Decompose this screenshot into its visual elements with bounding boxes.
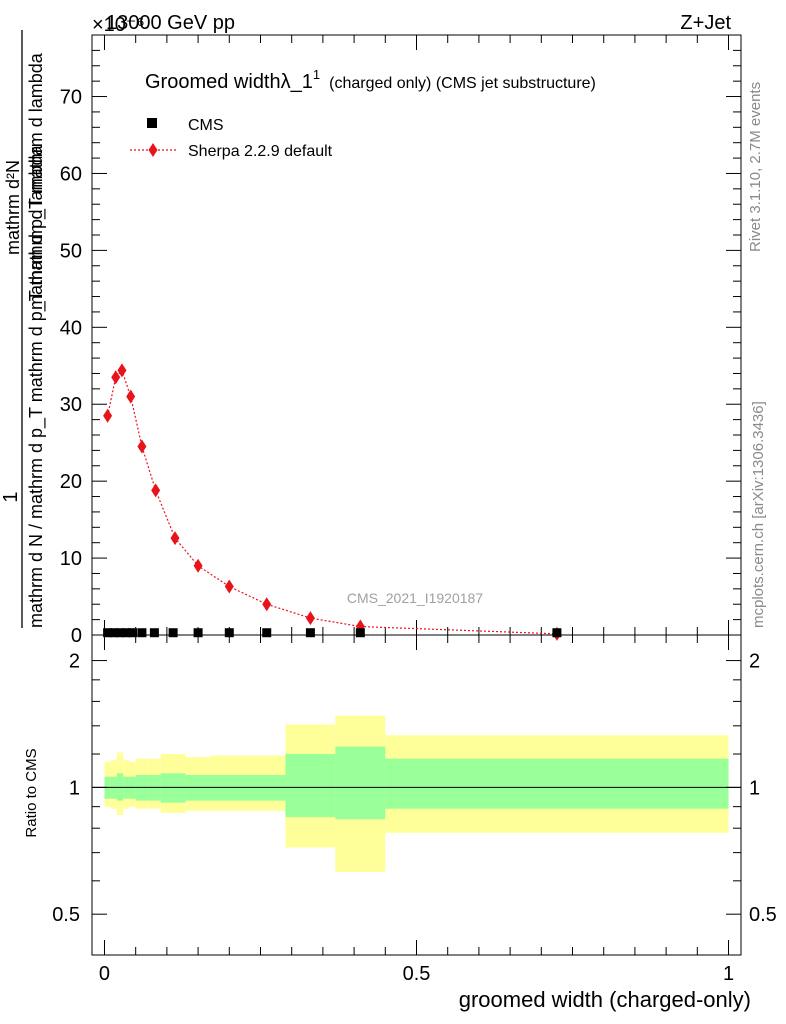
main-ytick-label: 50 <box>60 240 82 262</box>
legend-sherpa-marker <box>148 143 158 157</box>
sherpa-point <box>137 439 147 454</box>
cms-point <box>193 628 203 638</box>
main-ytick-label: 30 <box>60 394 82 416</box>
rivet-label: Rivet 3.1.10, 2.7M events <box>747 82 764 252</box>
sherpa-point <box>224 579 234 594</box>
cms-point <box>137 628 147 638</box>
sherpa-point <box>262 597 272 612</box>
ratio-plot-panel: 0.5 0.5 1 1 2 2 0 0.5 1 <box>52 634 777 985</box>
sherpa-point <box>126 389 136 404</box>
ratio-band-inner <box>385 758 729 809</box>
main-plot-panel: Groomed widthλ_11 (charged only) (CMS jet… <box>60 34 742 647</box>
main-ytick-label: 0 <box>71 625 82 647</box>
exponent-label: ×10⁻⁶ <box>92 14 145 36</box>
cms-point <box>168 628 178 638</box>
cms-point <box>552 628 562 638</box>
ylabel-top: mathrm d²N <box>3 160 23 255</box>
legend: CMS Sherpa 2.2.9 default <box>130 117 333 160</box>
ratio-ytick-label: 0.5 <box>52 904 80 926</box>
process-label: Z+Jet <box>680 12 731 34</box>
sherpa-point <box>305 611 315 626</box>
ratio-xtick-label: 0 <box>99 963 110 985</box>
sherpa-line <box>107 369 557 635</box>
cms-point <box>305 628 315 638</box>
ratio-ytick-label-right: 1 <box>749 777 760 799</box>
title-rest: (charged only) (CMS jet substructure) <box>329 75 596 92</box>
ratio-xtick-label: 1 <box>723 963 734 985</box>
plot-title: Groomed widthλ_11 (charged only) (CMS jet… <box>145 67 596 93</box>
cms-point <box>224 628 234 638</box>
sherpa-point <box>170 531 180 546</box>
main-ytick-label: 20 <box>60 471 82 493</box>
legend-sherpa-label: Sherpa 2.2.9 default <box>188 143 333 160</box>
cms-point <box>115 628 125 638</box>
cms-point <box>262 628 272 638</box>
cms-point <box>109 628 119 638</box>
ratio-ytick-label-right: 0.5 <box>749 904 777 926</box>
legend-cms-label: CMS <box>188 117 224 134</box>
cms-point <box>149 628 159 638</box>
ylabel-mid: mathrm d p_T mathrm d lambda <box>26 52 47 310</box>
ratio-xtick-label: 0.5 <box>403 963 431 985</box>
sherpa-point <box>111 370 121 385</box>
main-ytick-label: 40 <box>60 317 82 339</box>
ratio-ytick-label-right: 2 <box>749 651 760 673</box>
sherpa-point <box>151 483 161 498</box>
sherpa-point <box>193 558 203 573</box>
ylabel-numerator: 1 <box>0 491 22 502</box>
cms-point <box>355 628 365 638</box>
cms-point <box>128 628 138 638</box>
title-main: Groomed widthλ_1 <box>145 71 313 93</box>
mcplots-label: mcplots.cern.ch [arXiv:1306.3436] <box>750 401 767 628</box>
ratio-band-inner <box>160 773 186 803</box>
legend-cms-marker <box>147 118 157 128</box>
main-ytick-label: 70 <box>60 87 82 109</box>
title-sup: 1 <box>313 67 320 82</box>
cms-point <box>121 628 131 638</box>
x-axis-label: groomed width (charged-only) <box>459 987 751 1012</box>
main-ytick-label: 60 <box>60 163 82 185</box>
main-ylabel: 1 mathrm d N / mathrm d p_T mathrm d p_T… <box>0 30 47 628</box>
main-ytick-label: 10 <box>60 548 82 570</box>
sherpa-point <box>117 363 127 378</box>
ratio-ylabel: Ratio to CMS <box>23 748 40 837</box>
energy-label: 13000 GeV pp <box>106 12 235 34</box>
cms-point <box>103 628 113 638</box>
ratio-band-inner <box>335 746 386 820</box>
ratio-band-inner <box>285 754 336 818</box>
ratio-ytick-label: 1 <box>69 777 80 799</box>
sherpa-point <box>103 408 113 423</box>
ylabel-denominator: mathrm d N / mathrm d p_T mathrm d p_T m… <box>26 145 47 628</box>
ratio-ytick-label: 2 <box>69 651 80 673</box>
analysis-watermark: CMS_2021_I1920187 <box>347 590 483 606</box>
